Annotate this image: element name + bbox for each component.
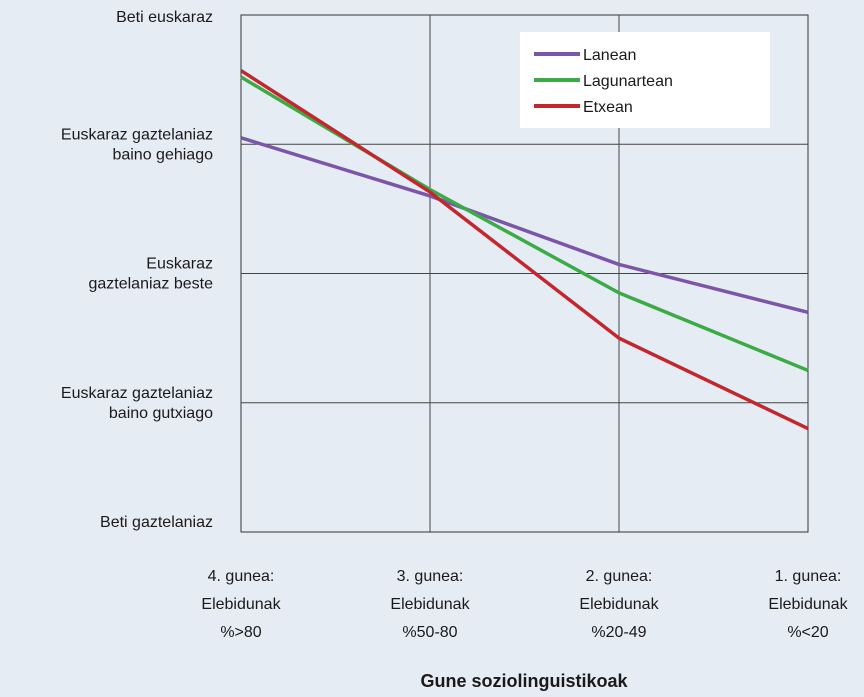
x-tick-label: %>80 — [220, 624, 261, 641]
y-tick-label: Beti euskaraz — [116, 9, 213, 26]
x-tick-label: %20-49 — [591, 624, 646, 641]
y-tick-label: Euskaraz gaztelaniaz — [61, 385, 213, 402]
legend: Lanean Lagunartean Etxean — [520, 32, 770, 128]
series-line-lanean — [240, 136, 809, 314]
y-tick-label: Euskaraz — [146, 256, 213, 273]
series-line-etxean — [240, 69, 809, 431]
x-tick-label: Elebidunak — [201, 596, 281, 613]
x-tick-label: Elebidunak — [390, 596, 470, 613]
x-axis-title: Gune soziolinguistikoak — [420, 671, 628, 691]
y-tick-label: Beti gaztelaniaz — [100, 514, 213, 531]
x-tick-label: %50-80 — [402, 624, 457, 641]
x-tick-label: Elebidunak — [579, 596, 659, 613]
legend-label: Etxean — [583, 99, 633, 116]
y-tick-labels: Beti gaztelaniaz Euskaraz gaztelaniaz bain… — [61, 9, 213, 531]
x-tick-label: Elebidunak — [768, 596, 848, 613]
x-tick-label: 4. gunea: — [208, 568, 275, 585]
y-tick-label: Euskaraz gaztelaniaz — [61, 126, 213, 143]
legend-label: Lagunartean — [583, 73, 673, 90]
x-tick-label: 3. gunea: — [397, 568, 464, 585]
x-tick-label: %<20 — [787, 624, 828, 641]
x-tick-label: 2. gunea: — [586, 568, 653, 585]
y-tick-label: gaztelaniaz beste — [88, 276, 213, 293]
legend-label: Lanean — [583, 47, 636, 64]
y-tick-label: baino gehiago — [112, 146, 213, 163]
x-tick-label: 1. gunea: — [775, 568, 842, 585]
series-lines — [240, 69, 809, 431]
y-tick-label: baino gutxiago — [109, 405, 213, 422]
x-tick-labels: 4. gunea: Elebidunak %>80 3. gunea: Elebidun… — [201, 568, 848, 641]
